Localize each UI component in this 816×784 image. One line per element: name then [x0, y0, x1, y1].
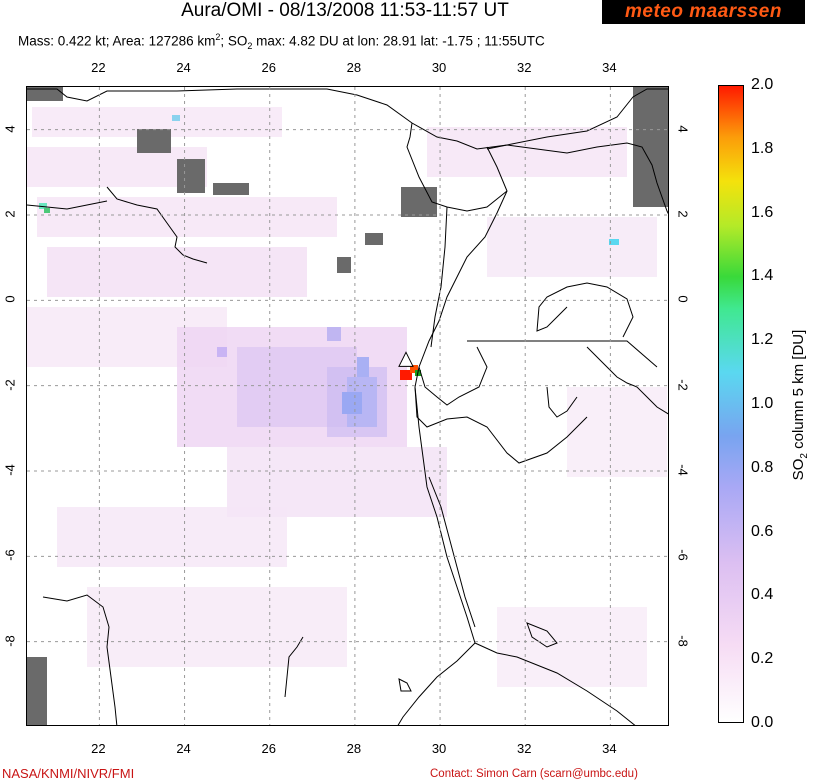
- map-title: Aura/OMI - 08/13/2008 11:53-11:57 UT: [181, 0, 509, 21]
- latitude-tick-label: -2: [2, 378, 18, 391]
- subtitle-stats: Mass: 0.422 kt; Area: 127286 km2; SO2 ma…: [18, 32, 545, 51]
- longitude-tick-label: 24: [176, 60, 191, 75]
- so2-map: [27, 87, 668, 725]
- latitude-tick-label: -8: [675, 634, 691, 647]
- colorbar-label-rest: column 5 km [DU]: [790, 329, 807, 454]
- latitude-tick-label: 2: [675, 210, 691, 218]
- triangle-icon: [398, 351, 414, 367]
- volcano-marker: [398, 351, 414, 367]
- subtitle-mass-area: Mass: 0.422 kt; Area: 127286 km: [18, 33, 216, 49]
- map-frame: [26, 86, 669, 726]
- latitude-tick-label: -6: [675, 549, 691, 562]
- latitude-tick-label: -4: [675, 464, 691, 476]
- longitude-tick-label: 30: [431, 741, 447, 756]
- colorbar-tick-label: 0.8: [751, 458, 774, 476]
- km2-superscript: 2: [215, 32, 221, 42]
- colorbar-tick-label: 0.4: [751, 586, 774, 604]
- longitude-tick-label: 24: [176, 741, 191, 756]
- longitude-tick-label: 32: [516, 741, 532, 756]
- coastlines-borders: [27, 88, 668, 725]
- longitude-tick-label: 26: [261, 741, 276, 756]
- longitude-tick-label: 34: [602, 741, 617, 756]
- latitude-tick-label: 0: [2, 295, 18, 303]
- so2-subscript: 2: [247, 41, 253, 52]
- data-credit: NASA/KNMI/NIVR/FMI: [2, 766, 135, 781]
- colorbar: [718, 85, 744, 723]
- latitude-tick-label: 0: [675, 295, 691, 303]
- subtitle-so2-max: max: 4.82 DU at lon: 28.91 lat: -1.75 ; …: [252, 33, 545, 49]
- colorbar-tick-label: 1.0: [751, 395, 774, 412]
- latitude-tick-label: 2: [2, 210, 18, 218]
- colorbar-tick-label: 0.0: [751, 714, 774, 731]
- longitude-tick-label: 22: [91, 741, 106, 756]
- longitude-tick-label: 32: [516, 60, 532, 75]
- latitude-tick-label: -4: [2, 464, 18, 476]
- colorbar-tick-label: 1.6: [751, 203, 774, 221]
- graticule: [27, 87, 668, 725]
- colorbar-tick-label: 2.0: [751, 76, 774, 93]
- subtitle-so2-label: ; SO: [220, 33, 248, 49]
- latitude-tick-label: -2: [675, 378, 691, 391]
- longitude-tick-label: 30: [431, 60, 447, 75]
- colorbar-tick-label: 1.2: [751, 331, 774, 349]
- longitude-tick-label: 22: [91, 60, 106, 75]
- latitude-tick-label: -6: [2, 549, 18, 562]
- latitude-tick-label: 4: [675, 125, 691, 133]
- colorbar-label: SO2 column 5 km [DU]: [790, 330, 810, 481]
- longitude-tick-label: 26: [261, 60, 276, 75]
- colorbar-label-sub: 2: [799, 453, 810, 459]
- meteo-maarssen-logo: meteo maarssen: [602, 0, 805, 24]
- colorbar-label-prefix: SO: [790, 458, 807, 481]
- longitude-tick-label: 28: [346, 741, 362, 756]
- so2-pixels: [27, 87, 668, 725]
- colorbar-tick-label: 1.8: [751, 139, 774, 157]
- longitude-tick-label: 34: [602, 60, 617, 75]
- latitude-tick-label: 4: [2, 125, 18, 133]
- contact-info: Contact: Simon Carn (scarn@umbc.edu): [430, 768, 638, 780]
- colorbar-tick-label: 0.6: [751, 522, 774, 540]
- longitude-tick-label: 28: [346, 60, 362, 75]
- colorbar-tick-label: 1.4: [751, 267, 774, 285]
- latitude-tick-label: -8: [2, 634, 18, 647]
- colorbar-tick-label: 0.2: [751, 650, 774, 668]
